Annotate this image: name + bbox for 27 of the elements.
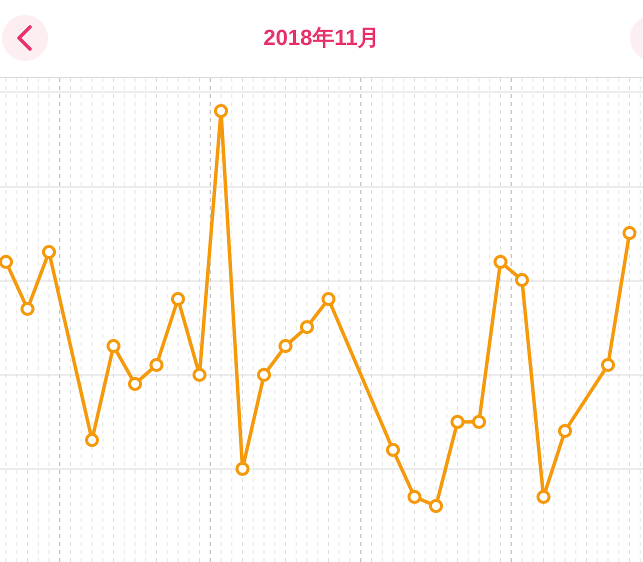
point bbox=[214, 104, 228, 118]
point bbox=[106, 339, 120, 354]
point bbox=[171, 292, 185, 306]
point bbox=[0, 254, 13, 269]
chart-title: 2018年11月 bbox=[263, 25, 380, 50]
point bbox=[429, 499, 443, 513]
point bbox=[536, 490, 550, 504]
point bbox=[257, 368, 271, 382]
point bbox=[322, 292, 336, 306]
point bbox=[494, 254, 508, 269]
point bbox=[20, 302, 34, 316]
point bbox=[128, 376, 142, 391]
point bbox=[386, 442, 400, 457]
point bbox=[236, 462, 250, 476]
point bbox=[278, 339, 292, 354]
point bbox=[408, 490, 422, 504]
point bbox=[150, 358, 164, 372]
point bbox=[601, 358, 615, 372]
point bbox=[622, 226, 636, 240]
point bbox=[515, 273, 529, 288]
point bbox=[558, 424, 572, 438]
point bbox=[450, 414, 464, 429]
point bbox=[472, 414, 486, 429]
point bbox=[192, 368, 206, 382]
point bbox=[85, 433, 99, 448]
point bbox=[300, 320, 314, 334]
point bbox=[42, 245, 56, 260]
